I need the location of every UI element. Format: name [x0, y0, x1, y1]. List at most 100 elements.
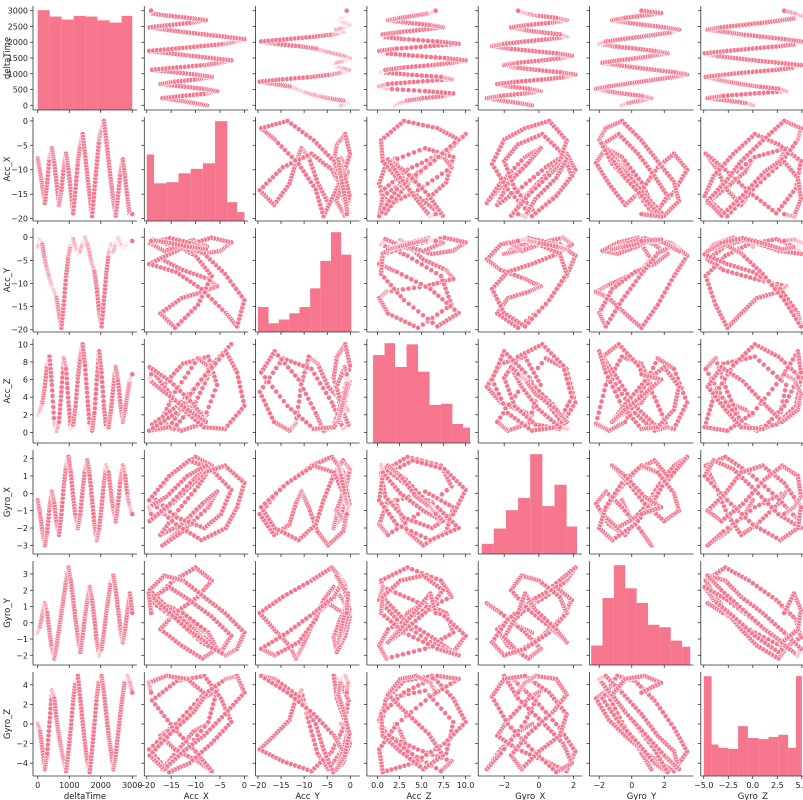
hist-bar-deltaTime-6: [109, 22, 122, 111]
point-Acc_Y-vs-Acc_Z: [423, 264, 430, 271]
point-Acc_Y-vs-Acc_Z: [439, 308, 445, 315]
point-Acc_X-vs-Acc_Z: [424, 180, 431, 187]
point-Acc_X-vs-Acc_Z: [429, 177, 436, 184]
hist-bar-Acc_X-4: [190, 168, 203, 221]
hist-bar-Acc_X-0: [146, 154, 155, 221]
point-Acc_X-vs-Acc_Z: [405, 151, 412, 158]
point-Acc_Y-vs-deltaTime: [129, 238, 136, 244]
point-Acc_X-vs-Acc_Z: [411, 149, 417, 156]
point-Acc_Y-vs-Acc_Z: [419, 321, 426, 328]
point-deltaTime-vs-Acc_Z: [418, 72, 425, 79]
point-deltaTime-vs-Acc_Z: [429, 38, 436, 45]
hist-bar-Acc_Y-0: [257, 307, 269, 332]
point-Acc_X-vs-Gyro_Y: [638, 211, 645, 218]
point-Acc_Y-vs-Gyro_X: [515, 238, 521, 244]
hist-bar-Acc_Y-2: [278, 319, 290, 332]
point-Acc_X-vs-Gyro_Z: [747, 157, 754, 164]
point-Acc_X-vs-Gyro_Z: [742, 161, 749, 168]
point-deltaTime-vs-Acc_Z: [424, 78, 431, 84]
point-deltaTime-vs-Acc_Z: [403, 44, 410, 51]
point-Acc_Y-vs-Acc_Z: [415, 308, 422, 315]
point-Acc_X-vs-Acc_Z: [393, 186, 400, 193]
point-deltaTime-vs-Acc_Z: [423, 73, 430, 79]
point-Acc_Y-vs-Acc_Z: [434, 323, 441, 330]
point-Acc_X-vs-Acc_Z: [417, 168, 424, 175]
point-deltaTime-vs-Acc_Z: [413, 44, 419, 51]
hist-bar-Acc_X-8: [237, 212, 245, 221]
point-deltaTime-vs-Acc_X: [148, 7, 155, 14]
point-deltaTime-vs-Acc_Z: [420, 37, 426, 44]
point-Acc_Y-vs-Acc_Z: [434, 311, 441, 318]
point-Acc_Y-vs-Acc_Z: [420, 312, 426, 319]
point-deltaTime-vs-Acc_Z: [428, 73, 435, 80]
point-deltaTime-vs-Acc_Z: [398, 45, 405, 52]
point-Acc_Y-vs-Acc_Z: [414, 258, 420, 265]
point-Acc_X-vs-Acc_Z: [422, 164, 429, 171]
point-deltaTime-vs-Acc_Z: [434, 38, 441, 45]
hist-bar-Acc_Y-7: [330, 232, 342, 332]
point-Acc_X-vs-Acc_Z: [415, 121, 422, 127]
point-Acc_X-vs-Acc_Z: [414, 162, 420, 169]
point-Acc_Y-vs-Acc_Z: [433, 270, 440, 277]
point-Acc_X-vs-Acc_Z: [439, 170, 445, 177]
hist-bar-Acc_X-3: [178, 173, 191, 221]
point-deltaTime-vs-Acc_Z: [411, 87, 417, 94]
hist-bar-deltaTime-5: [97, 20, 110, 110]
point-Acc_Y-vs-Acc_Z: [415, 324, 421, 331]
point-Acc_Y-vs-Acc_Z: [432, 238, 439, 244]
point-deltaTime-vs-Acc_Z: [394, 86, 401, 93]
point-Acc_X-vs-Gyro_X: [515, 211, 521, 218]
point-deltaTime-vs-Acc_Z: [400, 86, 406, 93]
hist-bar-deltaTime-2: [61, 19, 74, 110]
point-Acc_Y-vs-Acc_Z: [408, 276, 415, 283]
point-deltaTime-vs-Acc_Z: [414, 72, 420, 79]
point-Acc_X-vs-Acc_Z: [409, 164, 416, 171]
hist-bar-Acc_X-6: [215, 121, 228, 221]
point-Acc_X-vs-Acc_Z: [429, 124, 436, 131]
point-Acc_Y-vs-Acc_Z: [409, 255, 416, 262]
point-Acc_X-vs-Acc_Z: [424, 123, 431, 130]
hist-bar-Acc_Y-5: [310, 288, 321, 332]
hist-bar-Acc_X-7: [227, 202, 238, 221]
hist-bar-Acc_X-2: [166, 182, 179, 221]
point-Acc_Y-vs-Acc_Z: [410, 304, 417, 311]
point-Acc_X-vs-Acc_Z: [434, 125, 441, 132]
point-deltaTime-vs-Acc_Z: [416, 87, 423, 94]
point-deltaTime-vs-Acc_Z: [424, 37, 431, 44]
point-Acc_Y-vs-Acc_Z: [422, 283, 429, 290]
point-Acc_Y-vs-Acc_Z: [393, 269, 400, 275]
point-Acc_X-vs-Acc_Z: [443, 167, 450, 174]
point-deltaTime-vs-Acc_Z: [417, 43, 424, 50]
point-Acc_Y-vs-Acc_Z: [429, 319, 436, 326]
point-deltaTime-vs-Acc_Z: [408, 44, 415, 51]
point-deltaTime-vs-Gyro_Z: [781, 7, 788, 14]
point-deltaTime-vs-Acc_Z: [422, 88, 428, 94]
point-Acc_X-vs-Acc_Z: [400, 153, 406, 160]
point-Acc_Y-vs-Acc_Z: [411, 284, 417, 291]
point-deltaTime-vs-Acc_Y: [343, 7, 350, 14]
point-deltaTime-vs-Acc_Z: [409, 71, 416, 78]
hist-bar-deltaTime-1: [49, 16, 62, 111]
hist-bar-deltaTime-0: [37, 10, 50, 110]
hist-bar-deltaTime-3: [73, 15, 86, 111]
point-deltaTime-vs-Acc_Z: [432, 7, 439, 14]
point-Acc_X-vs-Acc_Z: [405, 119, 412, 125]
point-Acc_Y-vs-Acc_Z: [403, 273, 410, 280]
point-Acc_X-vs-Acc_Z: [418, 159, 425, 166]
hist-bar-Acc_X-5: [202, 163, 216, 221]
point-Acc_Y-vs-Acc_Z: [413, 278, 419, 285]
point-Acc_Y-vs-Acc_X: [148, 238, 155, 244]
point-deltaTime-vs-Acc_Z: [405, 36, 412, 43]
point-Acc_Y-vs-Acc_Z: [424, 316, 431, 322]
point-deltaTime-vs-Acc_Z: [405, 87, 412, 93]
hist-bar-Acc_Y-1: [268, 323, 279, 332]
point-Acc_Y-vs-Acc_Z: [428, 267, 435, 274]
point-deltaTime-vs-Acc_Z: [419, 78, 426, 85]
hist-bar-Acc_Y-6: [320, 260, 331, 332]
point-Acc_X-vs-Acc_Z: [416, 147, 423, 154]
point-Acc_X-vs-Acc_Z: [410, 120, 417, 126]
point-Acc_Y-vs-Acc_Z: [400, 286, 406, 293]
point-Acc_X-vs-Acc_Z: [420, 122, 426, 128]
point-Acc_Y-vs-Acc_Z: [417, 281, 424, 288]
